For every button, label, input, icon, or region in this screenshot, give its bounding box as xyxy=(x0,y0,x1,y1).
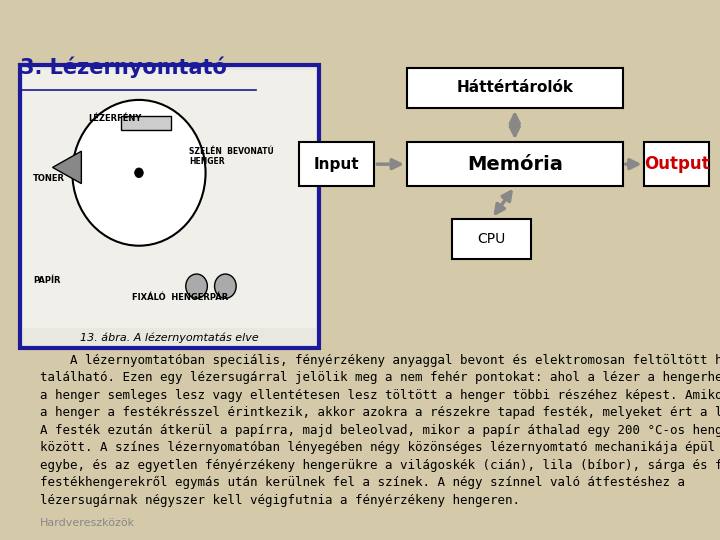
Text: PAPÍR: PAPÍR xyxy=(33,276,60,285)
Text: LÉZERFÉNY: LÉZERFÉNY xyxy=(89,114,142,123)
FancyBboxPatch shape xyxy=(299,142,374,186)
Text: FIXÁLÓ  HENGERPÁR: FIXÁLÓ HENGERPÁR xyxy=(132,293,228,301)
FancyBboxPatch shape xyxy=(407,68,623,108)
Ellipse shape xyxy=(135,168,143,178)
FancyBboxPatch shape xyxy=(20,65,319,348)
FancyBboxPatch shape xyxy=(407,142,623,186)
FancyBboxPatch shape xyxy=(452,219,531,259)
Ellipse shape xyxy=(73,100,206,246)
Text: CPU: CPU xyxy=(477,232,506,246)
Text: Output: Output xyxy=(644,155,710,173)
Polygon shape xyxy=(53,151,81,184)
FancyBboxPatch shape xyxy=(121,116,171,130)
Text: SZELÉN  BEVONATÚ
HENGER: SZELÉN BEVONATÚ HENGER xyxy=(189,147,274,166)
Text: Memória: Memória xyxy=(467,154,563,174)
Text: TONER: TONER xyxy=(33,174,65,183)
Ellipse shape xyxy=(186,274,207,298)
Text: Hardvereszközök: Hardvereszközök xyxy=(40,518,135,528)
Text: 13. ábra. A lézernyomtatás elve: 13. ábra. A lézernyomtatás elve xyxy=(80,332,259,343)
Text: Input: Input xyxy=(314,157,359,172)
FancyBboxPatch shape xyxy=(644,142,709,186)
Text: 3. Lézernyomtató: 3. Lézernyomtató xyxy=(20,57,227,78)
Text: Háttértárolók: Háttértárolók xyxy=(456,80,573,95)
FancyBboxPatch shape xyxy=(23,70,316,328)
Text: A lézernyomtatóban speciális, fényérzékeny anyaggal bevont és elektromosan feltö: A lézernyomtatóban speciális, fényérzéke… xyxy=(40,354,720,507)
Ellipse shape xyxy=(215,274,236,298)
